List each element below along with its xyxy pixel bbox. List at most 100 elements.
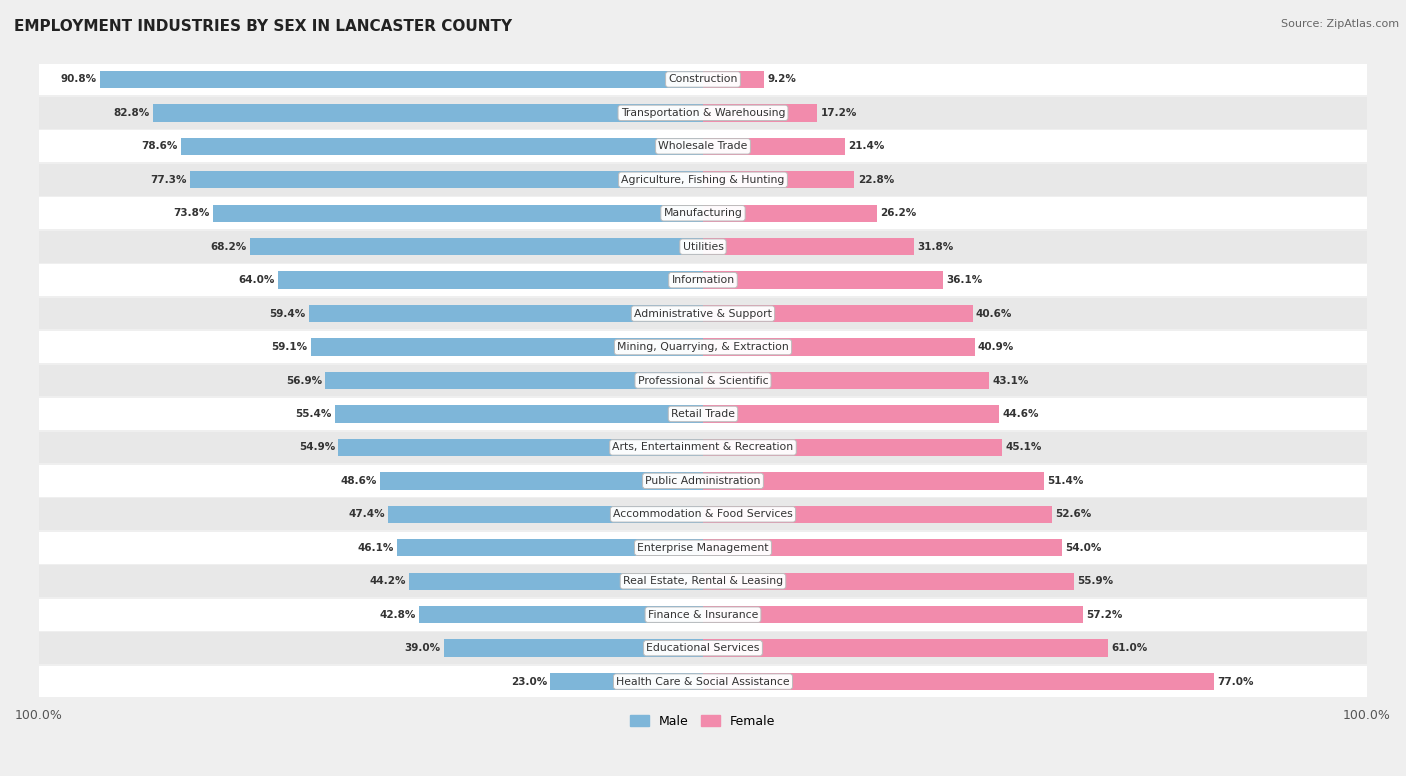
Bar xyxy=(39,632,1367,664)
Text: 51.4%: 51.4% xyxy=(1047,476,1084,486)
Text: 77.3%: 77.3% xyxy=(150,175,187,185)
Text: 55.9%: 55.9% xyxy=(1077,577,1114,586)
Text: 36.1%: 36.1% xyxy=(946,275,983,285)
Text: 57.2%: 57.2% xyxy=(1087,610,1122,620)
Bar xyxy=(703,338,974,355)
Text: Transportation & Warehousing: Transportation & Warehousing xyxy=(621,108,785,118)
Bar xyxy=(39,398,1367,430)
Bar xyxy=(308,305,703,322)
Bar xyxy=(396,539,703,556)
Bar xyxy=(703,205,877,222)
Bar xyxy=(39,164,1367,196)
Bar xyxy=(703,305,973,322)
Bar xyxy=(703,171,855,189)
Bar xyxy=(181,137,703,155)
Bar xyxy=(703,506,1052,523)
Text: 64.0%: 64.0% xyxy=(238,275,274,285)
Text: Health Care & Social Assistance: Health Care & Social Assistance xyxy=(616,677,790,687)
Bar xyxy=(278,272,703,289)
Bar xyxy=(339,438,703,456)
Text: Educational Services: Educational Services xyxy=(647,643,759,653)
Text: 59.1%: 59.1% xyxy=(271,342,308,352)
Text: 47.4%: 47.4% xyxy=(349,509,385,519)
Bar xyxy=(39,298,1367,330)
Bar xyxy=(250,238,703,255)
Text: 39.0%: 39.0% xyxy=(405,643,440,653)
Text: 77.0%: 77.0% xyxy=(1218,677,1254,687)
Bar xyxy=(388,506,703,523)
Bar xyxy=(380,472,703,490)
Bar xyxy=(311,338,703,355)
Bar xyxy=(703,539,1062,556)
Bar xyxy=(703,639,1108,656)
Text: 48.6%: 48.6% xyxy=(340,476,377,486)
Bar xyxy=(39,64,1367,95)
Text: Mining, Quarrying, & Extraction: Mining, Quarrying, & Extraction xyxy=(617,342,789,352)
Bar xyxy=(190,171,703,189)
Text: EMPLOYMENT INDUSTRIES BY SEX IN LANCASTER COUNTY: EMPLOYMENT INDUSTRIES BY SEX IN LANCASTE… xyxy=(14,19,512,34)
Bar xyxy=(212,205,703,222)
Bar xyxy=(39,666,1367,698)
Text: 46.1%: 46.1% xyxy=(357,542,394,553)
Text: 55.4%: 55.4% xyxy=(295,409,332,419)
Text: 31.8%: 31.8% xyxy=(918,241,953,251)
Text: 78.6%: 78.6% xyxy=(142,141,177,151)
Text: Utilities: Utilities xyxy=(682,241,724,251)
Text: 23.0%: 23.0% xyxy=(510,677,547,687)
Text: Real Estate, Rental & Leasing: Real Estate, Rental & Leasing xyxy=(623,577,783,586)
Bar xyxy=(703,573,1074,590)
Bar xyxy=(39,197,1367,229)
Text: 52.6%: 52.6% xyxy=(1056,509,1092,519)
Text: Wholesale Trade: Wholesale Trade xyxy=(658,141,748,151)
Text: 22.8%: 22.8% xyxy=(858,175,894,185)
Bar xyxy=(409,573,703,590)
Text: Arts, Entertainment & Recreation: Arts, Entertainment & Recreation xyxy=(613,442,793,452)
Text: Administrative & Support: Administrative & Support xyxy=(634,309,772,319)
Text: 68.2%: 68.2% xyxy=(211,241,247,251)
Text: 42.8%: 42.8% xyxy=(380,610,415,620)
Bar xyxy=(550,673,703,691)
Bar xyxy=(703,238,914,255)
Text: 45.1%: 45.1% xyxy=(1005,442,1042,452)
Bar xyxy=(39,130,1367,162)
Text: Information: Information xyxy=(672,275,734,285)
Text: 43.1%: 43.1% xyxy=(993,376,1029,386)
Text: Retail Trade: Retail Trade xyxy=(671,409,735,419)
Text: 17.2%: 17.2% xyxy=(821,108,856,118)
Bar xyxy=(153,104,703,122)
Bar xyxy=(39,331,1367,363)
Bar xyxy=(703,272,943,289)
Bar xyxy=(703,606,1083,623)
Bar xyxy=(703,104,817,122)
Text: 59.4%: 59.4% xyxy=(269,309,305,319)
Text: Source: ZipAtlas.com: Source: ZipAtlas.com xyxy=(1281,19,1399,29)
Text: Finance & Insurance: Finance & Insurance xyxy=(648,610,758,620)
Bar xyxy=(444,639,703,656)
Text: 40.9%: 40.9% xyxy=(979,342,1014,352)
Text: 82.8%: 82.8% xyxy=(114,108,150,118)
Text: Agriculture, Fishing & Hunting: Agriculture, Fishing & Hunting xyxy=(621,175,785,185)
Bar xyxy=(39,230,1367,262)
Bar xyxy=(703,137,845,155)
Bar xyxy=(39,498,1367,530)
Bar xyxy=(100,71,703,88)
Bar xyxy=(39,365,1367,397)
Text: 44.6%: 44.6% xyxy=(1002,409,1039,419)
Bar xyxy=(703,673,1215,691)
Bar xyxy=(703,71,763,88)
Text: 73.8%: 73.8% xyxy=(173,208,209,218)
Bar xyxy=(703,438,1002,456)
Text: Construction: Construction xyxy=(668,74,738,85)
Bar xyxy=(325,372,703,390)
Bar xyxy=(39,465,1367,497)
Bar xyxy=(335,405,703,423)
Bar xyxy=(39,532,1367,563)
Text: 40.6%: 40.6% xyxy=(976,309,1012,319)
Text: Professional & Scientific: Professional & Scientific xyxy=(638,376,768,386)
Bar xyxy=(39,265,1367,296)
Bar xyxy=(39,431,1367,463)
Bar xyxy=(703,405,1000,423)
Text: 9.2%: 9.2% xyxy=(768,74,796,85)
Bar xyxy=(39,566,1367,597)
Legend: Male, Female: Male, Female xyxy=(626,709,780,733)
